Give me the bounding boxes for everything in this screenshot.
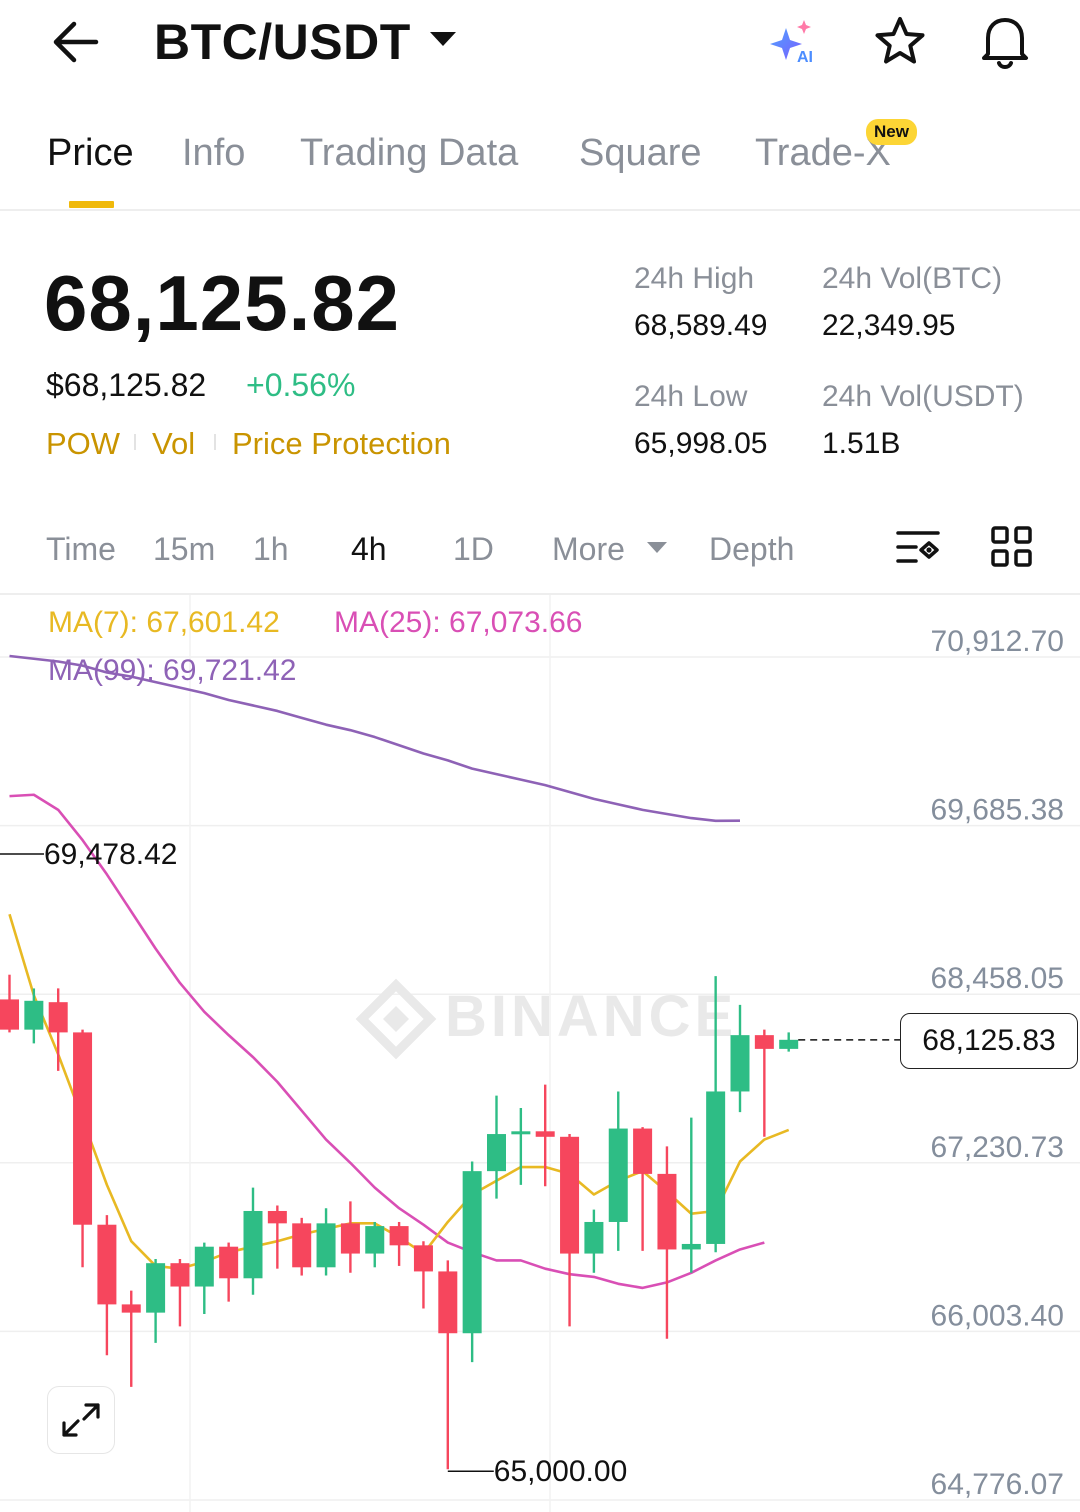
- pair-title[interactable]: BTC/USDT: [154, 14, 411, 70]
- y-tick-label: 68,458.05: [931, 962, 1064, 995]
- active-tab-indicator: [69, 201, 114, 208]
- tf-time[interactable]: Time: [46, 531, 116, 567]
- candle-body: [754, 1035, 774, 1049]
- high-marker-label: 69,478.42: [44, 838, 177, 871]
- tf-1h[interactable]: 1h: [253, 531, 289, 567]
- candle-body: [316, 1223, 336, 1268]
- candle-body: [48, 1002, 68, 1033]
- candle-body: [0, 999, 19, 1030]
- candle-body: [292, 1223, 312, 1268]
- candle-body: [146, 1263, 166, 1313]
- candle-body: [267, 1210, 287, 1224]
- expand-fullscreen-button[interactable]: [47, 1386, 115, 1454]
- tag-vol[interactable]: Vol: [152, 426, 196, 461]
- grid-layout-icon[interactable]: [990, 525, 1034, 569]
- tab-price[interactable]: Price: [47, 132, 134, 174]
- watermark-logo-icon: [383, 1006, 409, 1032]
- back-arrow-icon[interactable]: [50, 18, 100, 68]
- candle-body: [243, 1210, 263, 1279]
- candle-body: [584, 1221, 604, 1254]
- stat-low-label: 24h Low: [634, 380, 748, 413]
- ai-sparkle-icon[interactable]: AI: [766, 16, 822, 66]
- pair-dropdown-caret-icon[interactable]: [430, 32, 456, 46]
- stat-high-label: 24h High: [634, 262, 755, 295]
- tab-trading-data[interactable]: Trading Data: [300, 132, 519, 174]
- current-price-tag: 68,125.83: [900, 1013, 1078, 1069]
- y-tick-label: 70,912.70: [931, 625, 1064, 658]
- candle-body: [194, 1246, 214, 1287]
- last-price: 68,125.82: [44, 259, 401, 347]
- tf-more[interactable]: More: [552, 531, 625, 567]
- stat-vol-btc-label: 24h Vol(BTC): [822, 262, 1003, 295]
- candle-body: [633, 1128, 653, 1174]
- y-tick-label: 66,003.40: [931, 1299, 1064, 1332]
- expand-icon: [62, 1403, 100, 1437]
- candle-body: [24, 1000, 44, 1030]
- tab-info[interactable]: Info: [182, 132, 246, 174]
- candle-body: [389, 1226, 409, 1246]
- ma25-label: MA(25): 67,073.66: [334, 606, 583, 639]
- candle-body: [340, 1223, 360, 1254]
- stat-vol-usdt-label: 24h Vol(USDT): [822, 380, 1024, 413]
- stat-low-value: 65,998.05: [634, 427, 768, 460]
- candle-body: [487, 1134, 506, 1172]
- candlestick-chart[interactable]: BINANCE 69,478.42 65,000.00 70,912.70 69,685…: [0, 595, 1080, 1512]
- candle-body: [438, 1271, 458, 1334]
- new-badge: New: [866, 119, 917, 145]
- watermark-text: BINANCE: [445, 984, 737, 1049]
- ma99-line: [9, 654, 741, 823]
- candle-body: [681, 1243, 701, 1250]
- candle-body: [779, 1039, 799, 1049]
- candle-body: [170, 1263, 190, 1287]
- candle-body: [365, 1226, 385, 1254]
- bell-icon[interactable]: [976, 12, 1034, 70]
- y-tick-label: 69,685.38: [931, 794, 1064, 827]
- stat-vol-usdt-value: 1.51B: [822, 427, 901, 460]
- ma99-label: MA(99): 69,721.42: [48, 654, 297, 687]
- candle-body: [608, 1128, 628, 1222]
- favorite-star-icon[interactable]: [872, 14, 928, 70]
- candle-body: [706, 1091, 726, 1244]
- chart-settings-icon[interactable]: [896, 527, 940, 571]
- watermark-logo-icon: [355, 978, 437, 1060]
- candle-body: [73, 1032, 93, 1225]
- candle-body: [413, 1245, 433, 1272]
- candle-body: [121, 1304, 141, 1313]
- tab-square[interactable]: Square: [579, 132, 702, 174]
- tag-price-protection[interactable]: Price Protection: [232, 426, 451, 461]
- candle-body: [97, 1224, 117, 1305]
- ma7-label: MA(7): 67,601.42: [48, 606, 280, 639]
- ai-badge-text: AI: [797, 49, 813, 66]
- stat-vol-btc-value: 22,349.95: [822, 309, 956, 342]
- tf-4h[interactable]: 4h: [351, 531, 387, 567]
- candle-body: [535, 1131, 555, 1137]
- tf-1d[interactable]: 1D: [453, 531, 494, 567]
- tf-depth[interactable]: Depth: [709, 531, 795, 567]
- timeframe-divider: [0, 593, 1080, 595]
- price-usd: $68,125.82: [46, 367, 207, 403]
- candle-body: [511, 1131, 531, 1135]
- tag-pow[interactable]: POW: [46, 426, 121, 461]
- candle-body: [462, 1171, 482, 1334]
- more-caret-icon[interactable]: [647, 542, 667, 553]
- candle-body: [730, 1035, 750, 1092]
- candle-body: [657, 1173, 677, 1250]
- price-change: +0.56%: [246, 367, 356, 403]
- low-marker-label: 65,000.00: [494, 1455, 627, 1488]
- tf-15m[interactable]: 15m: [153, 531, 216, 567]
- y-tick-label: 64,776.07: [931, 1468, 1064, 1501]
- candle-body: [219, 1246, 239, 1279]
- tag-separator: [134, 434, 136, 450]
- ma25-line: [9, 793, 765, 1290]
- stat-high-value: 68,589.49: [634, 309, 768, 342]
- y-tick-label: 67,230.73: [931, 1131, 1064, 1164]
- tag-separator: [214, 434, 216, 450]
- candle-body: [560, 1136, 580, 1254]
- tabs-divider: [0, 209, 1080, 211]
